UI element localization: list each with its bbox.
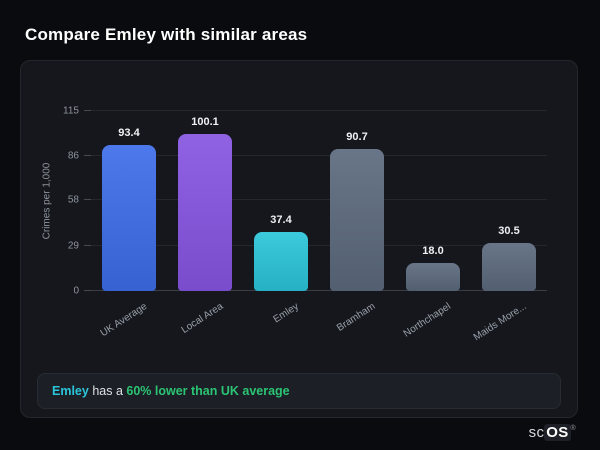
bar-group-uk-average: 93.4 UK Average [91, 111, 167, 339]
bar-maids-more[interactable]: 30.5 [482, 225, 536, 291]
bar-value-label: 100.1 [191, 116, 219, 129]
insight-text: has a [88, 384, 127, 398]
y-tick-mark [84, 110, 91, 111]
y-tick-label: 29 [67, 240, 79, 252]
y-axis-title: Crimes per 1,000 [41, 162, 53, 240]
x-axis-line [91, 290, 547, 291]
scos-logo: sc OS ® [529, 424, 576, 441]
bar-local-area[interactable]: 100.1 [178, 116, 232, 291]
insight-highlight: 60% lower than UK average [126, 384, 290, 398]
bar-group-maids-more: 30.5 Maids More... [471, 111, 547, 343]
bar-uk-average[interactable]: 93.4 [102, 127, 156, 291]
x-tick-label: Bramham [334, 301, 377, 334]
y-tick-mark [84, 290, 91, 291]
bar-value-label: 93.4 [118, 126, 140, 139]
bar-value-label: 37.4 [270, 214, 292, 227]
gridlines-layer: 0 29 58 86 115 [63, 106, 547, 297]
bar-northchapel[interactable]: 18.0 [406, 245, 460, 291]
x-tick-label: Local Area [179, 301, 225, 336]
bar-chart-plot: 0 29 58 86 115 93.4 UK Average 100.1 Local Area… [63, 106, 547, 343]
bar-value-label: 30.5 [498, 225, 520, 238]
y-axis-title-wrap: Crimes per 1,000 [37, 111, 57, 291]
bar-group-northchapel: 18.0 Northchapel [395, 111, 471, 340]
y-tick-label: 0 [73, 285, 79, 297]
insight-area-name: Emley [52, 384, 89, 398]
y-tick-label: 86 [67, 150, 79, 162]
gridline [91, 155, 547, 157]
gridline [91, 244, 547, 246]
bar-value-label: 18.0 [422, 244, 444, 257]
x-tick-label: Northchapel [401, 301, 453, 340]
insight-note: Emley has a 60% lower than UK average [37, 373, 561, 409]
y-tick-mark [84, 244, 91, 246]
logo-prefix: sc [528, 424, 545, 441]
bar-value-label: 90.7 [346, 131, 368, 144]
x-tick-label: Maids More... [472, 301, 529, 344]
x-tick-label: Emley [271, 301, 301, 326]
y-tick-mark [84, 199, 91, 201]
gridline [91, 110, 547, 111]
registered-mark-icon: ® [570, 425, 576, 432]
bar-group-local-area: 100.1 Local Area [167, 111, 243, 336]
y-tick-mark [84, 155, 91, 157]
chart-card: Crimes per 1,000 0 29 58 86 115 93.4 UK Avera… [20, 60, 578, 418]
gridline [91, 199, 547, 201]
y-tick-label: 58 [67, 194, 79, 206]
bar-group-bramham: 90.7 Bramham [319, 111, 395, 334]
bar-group-emley: 37.4 Emley [243, 111, 319, 325]
bar-emley[interactable]: 37.4 [254, 214, 308, 291]
page-title: Compare Emley with similar areas [25, 25, 308, 44]
bars-container: 93.4 UK Average 100.1 Local Area 37.4 Emley 90… [91, 111, 547, 343]
bar-bramham[interactable]: 90.7 [330, 131, 384, 291]
x-tick-label: UK Average [98, 301, 149, 340]
y-tick-label: 115 [63, 105, 79, 117]
logo-suffix: OS [544, 424, 571, 441]
